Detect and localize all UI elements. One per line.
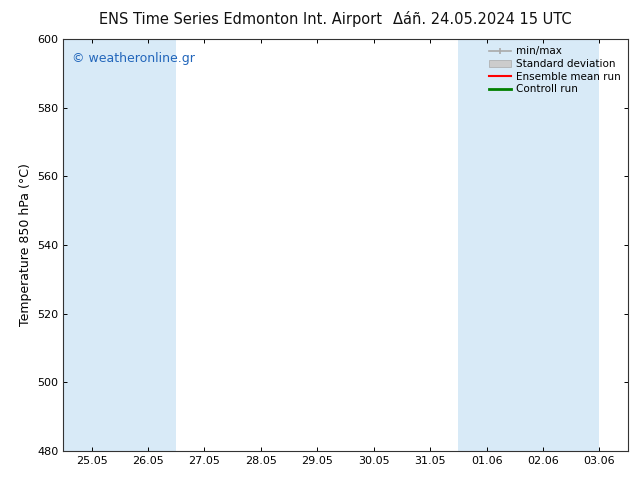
- Text: ENS Time Series Edmonton Int. Airport: ENS Time Series Edmonton Int. Airport: [100, 12, 382, 27]
- Text: Δáñ. 24.05.2024 15 UTC: Δáñ. 24.05.2024 15 UTC: [392, 12, 571, 27]
- Text: © weatheronline.gr: © weatheronline.gr: [72, 51, 195, 65]
- Y-axis label: Temperature 850 hPa (°C): Temperature 850 hPa (°C): [19, 164, 32, 326]
- Bar: [458, 39, 515, 451]
- Bar: [515, 39, 571, 451]
- Bar: [571, 39, 600, 451]
- Bar: [63, 39, 120, 451]
- Legend: min/max, Standard deviation, Ensemble mean run, Controll run: min/max, Standard deviation, Ensemble me…: [486, 45, 623, 97]
- Bar: [120, 39, 176, 451]
